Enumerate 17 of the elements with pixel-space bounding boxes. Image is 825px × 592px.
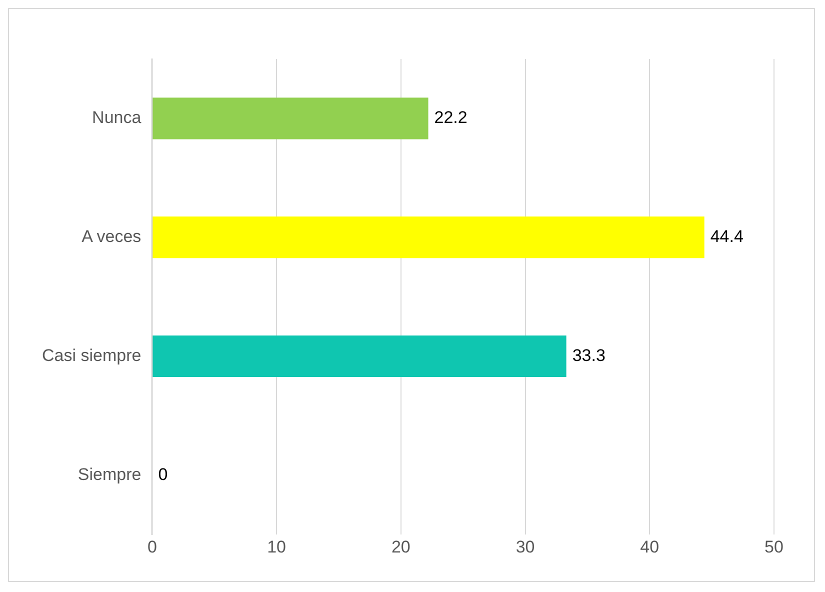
y-tick-label: Nunca xyxy=(92,108,142,128)
y-tick-label: Casi siempre xyxy=(42,346,142,365)
x-tick-label: 30 xyxy=(516,537,535,556)
y-tick-label: Siempre xyxy=(78,464,142,484)
x-tick-label: 10 xyxy=(267,537,286,556)
bar xyxy=(152,216,704,258)
x-tick-label: 20 xyxy=(391,537,410,556)
data-label: 33.3 xyxy=(572,346,606,365)
data-label: 44.4 xyxy=(710,227,744,246)
data-label: 0 xyxy=(158,464,168,484)
bar xyxy=(152,335,566,378)
x-tick-label: 40 xyxy=(640,537,660,556)
y-tick-label: A veces xyxy=(82,227,142,246)
x-tick-label: 0 xyxy=(147,537,157,556)
bar xyxy=(152,98,428,140)
x-tick-label: 50 xyxy=(764,537,784,556)
data-label: 22.2 xyxy=(434,108,468,128)
